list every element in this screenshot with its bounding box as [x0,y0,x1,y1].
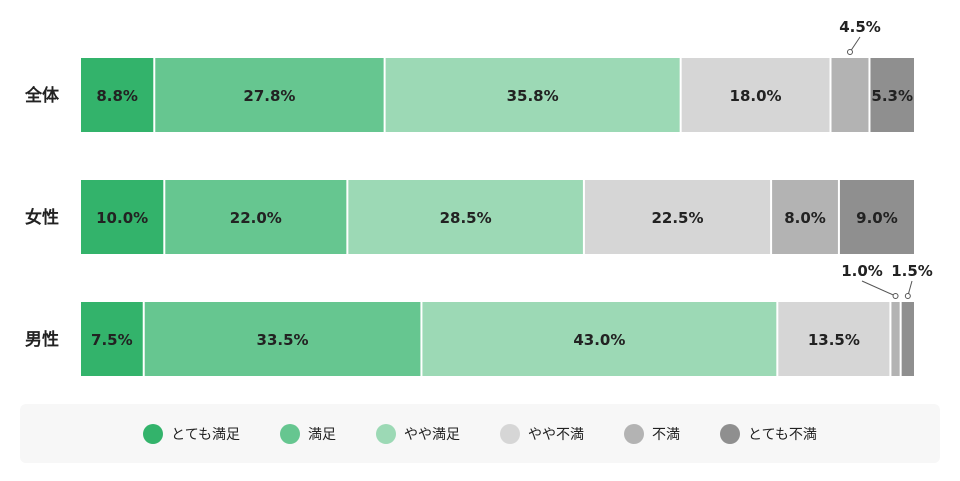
legend-item: 満足 [280,423,336,444]
category-label: 女性 [25,207,59,228]
data-label: 27.8% [243,87,295,105]
callout-line [849,36,861,53]
legend-label: とても不満 [748,426,817,443]
legend-item: とても満足 [143,423,240,444]
bar-segment [144,302,421,376]
bar-segment [778,302,890,376]
data-label: 22.5% [651,209,703,227]
bar-segment [772,180,838,254]
legend: とても満足 満足 やや満足 やや不満 不満 とても不満 [20,404,940,463]
bar-segment [81,58,154,132]
bar-segment [81,180,164,254]
bar-segment [348,180,583,254]
callout-line [861,280,896,297]
data-label: 18.0% [730,87,782,105]
legend-label: 不満 [652,426,680,443]
legend-item: やや満足 [376,423,460,444]
data-label: 13.5% [808,331,860,349]
bar-segment [165,180,347,254]
legend-label: 満足 [308,426,336,443]
bar-segment [385,58,680,132]
callout-dot [892,293,899,299]
data-label: 43.0% [573,331,625,349]
bar-segment [839,180,914,254]
data-label: 8.0% [784,209,826,227]
callout-dot [904,293,911,299]
category-label: 男性 [25,329,59,350]
callout-dot [846,49,853,55]
data-label: 33.5% [257,331,309,349]
legend-swatch [720,423,740,444]
data-label: 9.0% [856,209,898,227]
bar-segment [81,302,143,376]
legend-swatch [376,423,396,444]
bar-segment [584,180,771,254]
legend-label: やや満足 [404,426,460,443]
bar-segment [870,58,914,132]
legend-item: やや不満 [500,423,584,444]
bar-segment [901,302,914,376]
bar-segment [891,302,900,376]
data-label: 10.0% [96,209,148,227]
data-label: 7.5% [91,331,133,349]
legend-item: とても不満 [720,423,817,444]
category-label: 全体 [24,85,60,106]
data-label: 4.5% [839,18,881,36]
legend-label: やや不満 [528,426,584,443]
legend-label: とても満足 [171,426,240,443]
bar-segment [831,58,869,132]
legend-item: 不満 [624,423,680,444]
bar-segment [681,58,830,132]
data-label: 35.8% [507,87,559,105]
legend-swatch [500,423,520,444]
data-label: 22.0% [230,209,282,227]
data-label: 5.3% [871,87,913,105]
legend-swatch [143,423,164,444]
data-label: 28.5% [440,209,492,227]
data-label: 1.0% [841,262,883,280]
legend-swatch [280,423,300,444]
data-label: 8.8% [96,87,138,105]
bar-segment [155,58,384,132]
bar-segment [422,302,777,376]
data-label: 1.5% [891,262,933,280]
legend-swatch [624,423,644,444]
